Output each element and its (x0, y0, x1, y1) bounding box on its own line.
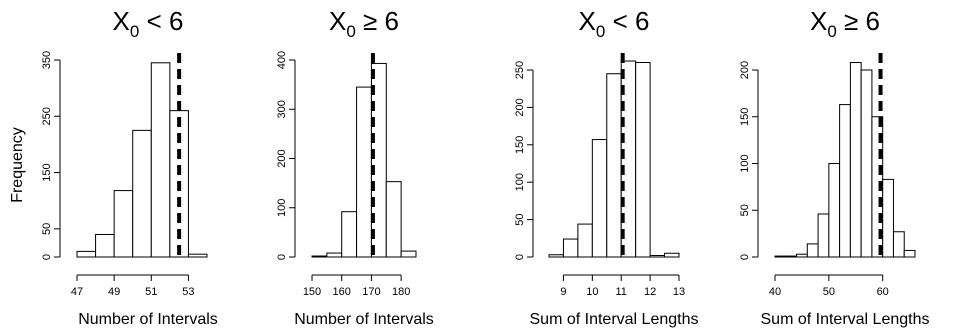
y-tick-label: 0 (41, 254, 53, 260)
histogram-bar (892, 231, 905, 258)
x-tick-label: 12 (644, 286, 656, 298)
histogram-bar (796, 253, 808, 258)
histogram-bar (903, 249, 916, 258)
title-subscript: 0 (596, 22, 605, 41)
y-tick-label: 100 (514, 173, 526, 191)
y-tick-label: 50 (739, 204, 751, 216)
x-tick-label: 51 (145, 286, 157, 298)
histogram-bar (806, 243, 819, 258)
histogram-bar (400, 250, 417, 258)
histogram-bar (341, 211, 358, 258)
y-tick-label: 0 (739, 254, 751, 260)
histogram-bar (785, 255, 798, 258)
panel-title: X0 < 6 (113, 6, 184, 41)
y-tick-label: 250 (41, 107, 53, 125)
x-tick-label: 47 (71, 286, 83, 298)
y-tick-label: 250 (514, 61, 526, 79)
histogram-bar (95, 233, 115, 258)
y-tick-label: 400 (276, 51, 288, 69)
x-tick-label: 150 (303, 286, 321, 298)
histogram-bar (562, 238, 579, 258)
x-tick-label: 60 (877, 286, 889, 298)
title-relation: < 6 (605, 6, 649, 36)
y-tick-label: 150 (739, 108, 751, 126)
y-tick-label: 100 (276, 199, 288, 217)
panel-title: X0 ≥ 6 (329, 6, 399, 41)
histogram-bar (828, 163, 841, 258)
y-tick-label: 200 (514, 98, 526, 116)
histogram-bar (860, 69, 873, 258)
y-tick-label: 50 (41, 223, 53, 235)
y-tick-label: 200 (739, 61, 751, 79)
x-axis-label: Sum of Interval Lengths (530, 311, 699, 328)
histogram-bar (577, 223, 593, 258)
panel-title: X0 < 6 (579, 6, 650, 41)
histogram-bar (76, 250, 97, 258)
x-tick-label: 49 (108, 286, 120, 298)
y-tick-label: 200 (276, 149, 288, 167)
histogram-bar (132, 129, 152, 258)
title-base: X (329, 6, 346, 36)
title-subscript: 0 (346, 22, 355, 41)
title-base: X (579, 6, 596, 36)
x-tick-label: 50 (823, 286, 835, 298)
panel-title: X0 ≥ 6 (810, 6, 880, 41)
histogram-bar (356, 86, 372, 258)
x-axis-label: Number of Intervals (78, 311, 218, 328)
histogram-bar (150, 62, 171, 258)
x-tick-label: 13 (673, 286, 685, 298)
histogram-bar (664, 252, 680, 258)
x-tick-label: 40 (769, 286, 781, 298)
histogram-bar (649, 255, 666, 258)
histogram-bar (849, 62, 862, 258)
histogram-bar (548, 254, 564, 258)
x-tick-label: 53 (182, 286, 194, 298)
title-subscript: 0 (827, 22, 836, 41)
histogram-bar (882, 178, 894, 258)
histogram-bar (113, 190, 134, 258)
y-tick-label: 150 (41, 163, 53, 181)
histogram-bar (606, 73, 622, 258)
x-tick-label: 170 (362, 286, 380, 298)
title-relation: ≥ 6 (356, 6, 399, 36)
title-base: X (810, 6, 827, 36)
histogram-bar (635, 62, 651, 258)
x-tick-label: 11 (616, 286, 627, 298)
histogram-bar (187, 253, 208, 258)
histogram-bar (774, 255, 787, 258)
title-base: X (113, 6, 130, 36)
y-tick-label: 350 (41, 51, 53, 69)
y-tick-label: 0 (276, 254, 288, 260)
y-tick-label: 50 (514, 213, 526, 225)
histogram-bar (326, 252, 343, 258)
x-tick-label: 10 (586, 286, 598, 298)
histogram-bar (591, 139, 608, 258)
y-tick-label: 0 (514, 254, 526, 260)
y-axis-label: Frequency (9, 127, 26, 203)
x-tick-label: 160 (333, 286, 351, 298)
x-tick-label: 180 (392, 286, 410, 298)
y-tick-label: 100 (739, 154, 751, 172)
histogram-bar (370, 62, 387, 258)
title-relation: ≥ 6 (837, 6, 880, 36)
histogram-bar (817, 213, 830, 258)
title-relation: < 6 (139, 6, 183, 36)
histogram-bar (385, 181, 402, 258)
x-axis-label: Number of Intervals (294, 311, 434, 328)
histogram-bar (839, 104, 851, 258)
title-subscript: 0 (130, 22, 139, 41)
x-tick-label: 9 (560, 286, 566, 298)
histogram-bar (311, 255, 328, 258)
y-tick-label: 300 (276, 100, 288, 118)
y-tick-label: 150 (514, 136, 526, 154)
x-axis-label: Sum of Interval Lengths (761, 311, 930, 328)
